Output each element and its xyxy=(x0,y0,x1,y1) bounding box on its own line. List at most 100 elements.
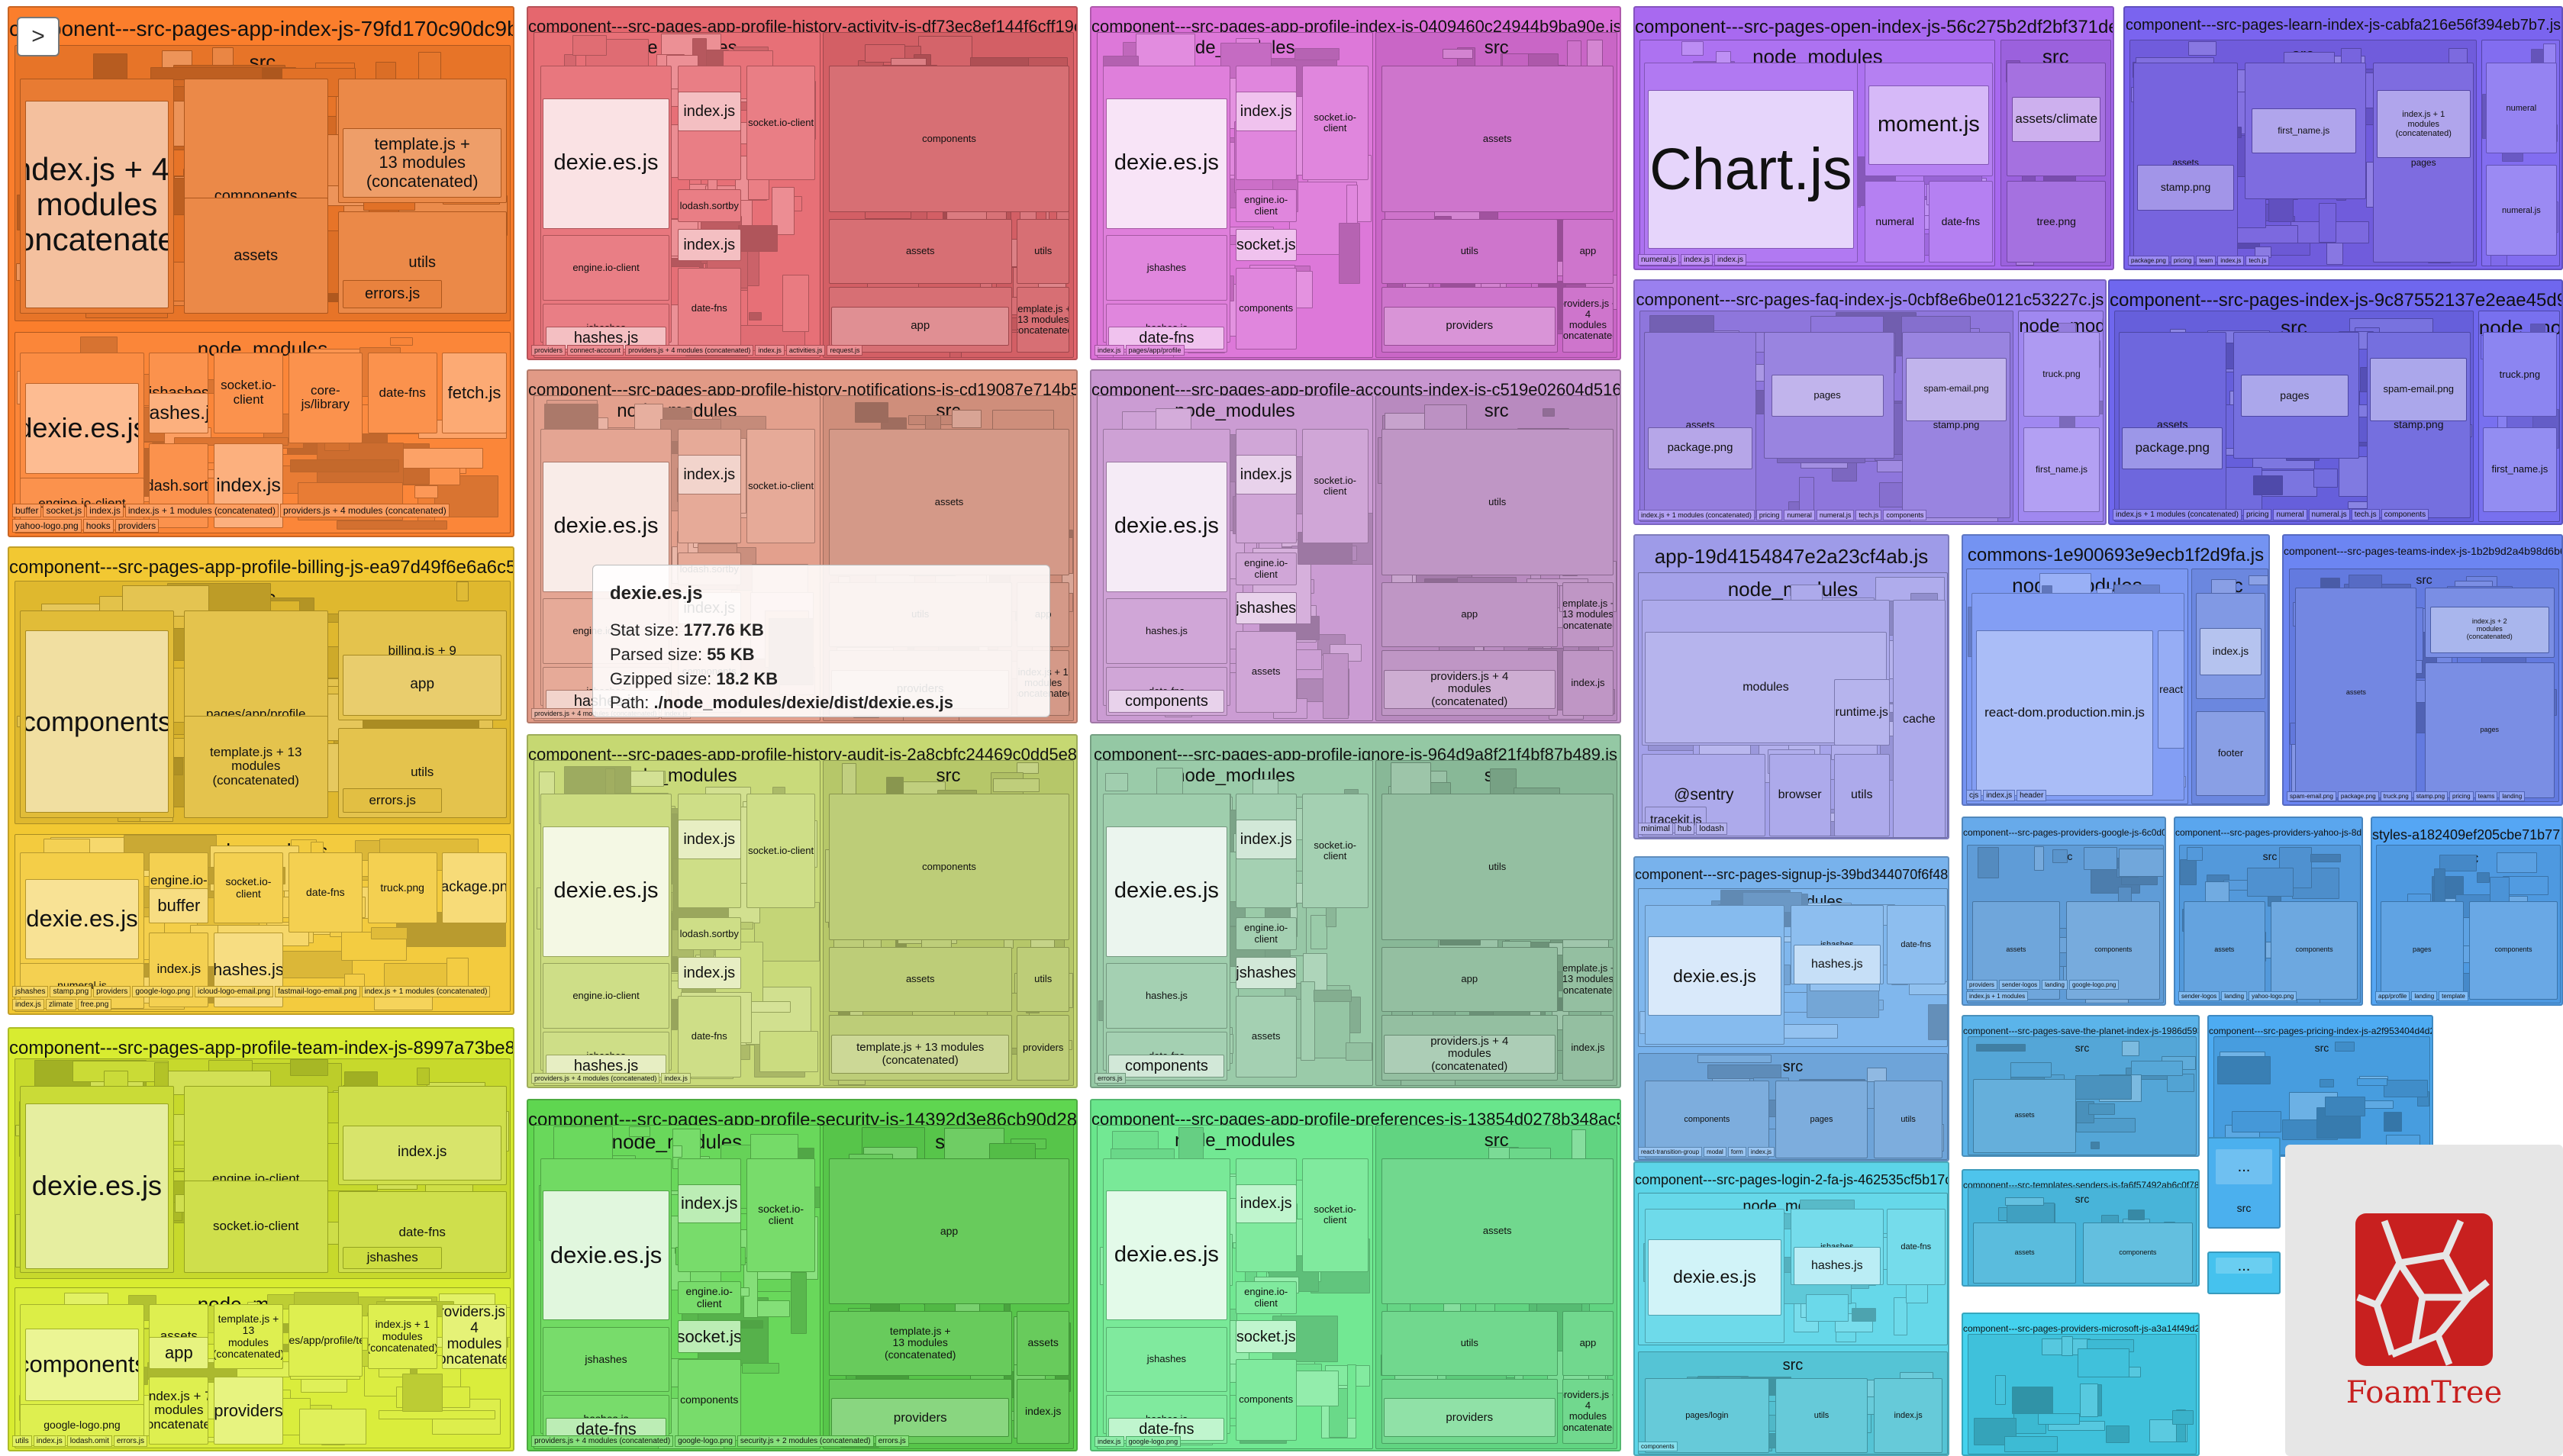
module-box[interactable]: package.png xyxy=(1647,427,1753,470)
module-box[interactable]: assets xyxy=(1644,332,1757,518)
module-chip[interactable]: index.js xyxy=(1714,254,1746,266)
module-box[interactable]: components xyxy=(24,1328,140,1402)
module-box[interactable]: assets xyxy=(1973,1222,2076,1284)
module-chip[interactable]: teams xyxy=(2474,791,2498,801)
node-modules-group[interactable]: node_modulesdexie/distdexie.es.jsjshashe… xyxy=(1638,1192,1948,1346)
module-box[interactable]: numeral xyxy=(2485,63,2558,154)
module-box[interactable]: engine.io-client xyxy=(1235,189,1297,223)
module-box[interactable]: package.png xyxy=(2122,427,2223,470)
src-group[interactable]: srcdexie/distdexie.es.jsengine.io-client… xyxy=(14,1058,511,1280)
node-modules-group[interactable]: numeral numeral.js xyxy=(2481,39,2561,267)
module-box[interactable]: index.js xyxy=(677,228,741,262)
module-box[interactable]: template.js + 13 modules (concatenated) xyxy=(831,1035,1010,1074)
module-chip[interactable]: index.js xyxy=(1983,790,2016,801)
module-box[interactable]: hashes.js xyxy=(1793,1246,1881,1286)
module-box[interactable]: first_name.js xyxy=(2023,427,2100,512)
module-box[interactable]: index.js xyxy=(343,1125,502,1181)
module-chip[interactable]: google-logo.png xyxy=(132,986,194,997)
module-box[interactable]: jshashes xyxy=(1105,1326,1228,1392)
module-chip[interactable]: pricing xyxy=(2449,791,2474,801)
bundle-chunk[interactable]: component---src-pages-providers-microsof… xyxy=(1962,1313,2200,1456)
module-box[interactable]: buffer xyxy=(149,887,209,924)
node-modules-group[interactable]: node_modulesdexie/distdexie.es.jsjshashe… xyxy=(14,331,511,534)
module-chip[interactable]: index.js + 1 modules xyxy=(1966,991,2029,1001)
module-box[interactable]: react xyxy=(2158,630,2185,749)
bundle-chunk[interactable]: component---src-pages-index-js-9c8755213… xyxy=(2108,279,2563,525)
module-chip[interactable]: index.js xyxy=(33,1435,66,1447)
module-box[interactable]: errors.js xyxy=(343,788,443,813)
module-chip[interactable]: utils xyxy=(12,1435,32,1447)
module-box[interactable]: pages xyxy=(2424,662,2555,798)
module-chip[interactable]: landing xyxy=(2042,980,2068,990)
module-box[interactable]: jshashes xyxy=(1105,235,1228,301)
src-group[interactable]: srcassetscomponentsindex.js + 2 modules … xyxy=(2289,568,2559,802)
module-chip[interactable]: yahoo-logo.png xyxy=(12,519,82,533)
bundle-chunk[interactable]: component---src-pages-providers-google-j… xyxy=(1962,817,2166,1006)
src-group[interactable]: srcassetsutilsapptemplate.js + 13 module… xyxy=(1375,32,1618,359)
bundle-chunk[interactable]: styles-a182409ef205cbe71b77.js srcpagesco… xyxy=(2371,817,2563,1006)
module-box[interactable]: errors.js xyxy=(343,280,443,308)
module-box[interactable]: dexie.es.js xyxy=(1648,936,1781,1016)
module-chip[interactable]: numeral.js xyxy=(1638,254,1680,266)
module-box[interactable]: utils xyxy=(1381,1310,1558,1376)
bundle-chunk[interactable]: component---src-pages-learn-index-js-cab… xyxy=(2123,6,2563,270)
module-box[interactable]: index.js xyxy=(1562,1015,1614,1081)
module-chip[interactable]: lodash xyxy=(1696,823,1727,835)
module-box[interactable]: index.js xyxy=(1017,1378,1070,1444)
module-chip[interactable]: components xyxy=(2381,509,2429,520)
module-box[interactable]: assets xyxy=(1235,995,1297,1078)
module-chip[interactable]: index.js + 1 modules (concatenated) xyxy=(361,986,491,997)
module-box[interactable]: dexie.es.js xyxy=(1105,461,1228,592)
module-box[interactable]: assets/climate xyxy=(2012,96,2101,143)
module-chip[interactable]: modal xyxy=(1704,1147,1726,1157)
module-box[interactable]: utils xyxy=(1017,218,1070,285)
module-chip[interactable]: zlimate xyxy=(45,999,76,1010)
module-box[interactable]: footer xyxy=(2196,710,2265,797)
module-box[interactable]: providers xyxy=(1017,1015,1070,1081)
module-chip[interactable]: header xyxy=(2017,790,2047,801)
module-box[interactable]: utils xyxy=(1017,946,1070,1013)
module-box[interactable]: pages/app/profile/team xyxy=(288,1304,363,1377)
module-chip[interactable]: free.png xyxy=(77,999,112,1010)
module-box[interactable]: first_name.js xyxy=(2483,427,2557,512)
module-box[interactable]: pages xyxy=(2380,900,2464,1000)
module-box[interactable]: index.js + 1 modules (concatenated) xyxy=(367,1304,437,1369)
node-modules-group[interactable]: node_moduleshashes.jscomponentsassetsapp… xyxy=(14,1287,511,1449)
module-chip[interactable]: landing xyxy=(2499,791,2526,801)
module-box[interactable]: hashes.js xyxy=(1105,598,1228,664)
module-chip[interactable]: index.js xyxy=(661,1073,691,1084)
module-chip[interactable]: tech.js xyxy=(2351,509,2380,520)
module-box[interactable]: index.js + 7 modules (concatenated) xyxy=(149,1377,209,1445)
module-box[interactable]: assets xyxy=(828,429,1070,576)
src-group[interactable]: srcassetscomponentspages/app/profilebill… xyxy=(14,580,511,825)
module-chip[interactable]: providers.js + 4 modules (concatenated) xyxy=(531,1073,660,1084)
module-box[interactable]: dexie.es.js xyxy=(543,1190,669,1321)
module-box[interactable]: socket.io-client xyxy=(1301,429,1369,543)
node-modules-group[interactable]: node_moduleschart.js/distChart.jsmomentm… xyxy=(1639,39,1996,267)
module-box[interactable]: index.js + 44 modules (concatenated) xyxy=(24,101,169,308)
module-chip[interactable]: form xyxy=(1727,1147,1746,1157)
module-box[interactable]: assets xyxy=(1973,1078,2076,1153)
module-box[interactable]: app xyxy=(1381,946,1558,1013)
module-box[interactable]: socket.io-client xyxy=(746,794,816,908)
module-box[interactable]: dexie.es.js xyxy=(24,382,140,474)
module-box[interactable]: truck.png xyxy=(367,852,437,924)
module-box[interactable]: runtime.js xyxy=(1833,679,1890,746)
module-box[interactable]: index.js xyxy=(1235,1184,1297,1223)
module-chip[interactable]: numeral.js xyxy=(2308,509,2350,520)
module-box[interactable]: components xyxy=(1108,689,1225,713)
module-box[interactable]: dexie.es.js xyxy=(1105,1190,1228,1321)
module-chip[interactable]: team xyxy=(2196,256,2216,266)
module-box[interactable]: index.js xyxy=(677,820,741,859)
node-modules-group[interactable]: node_modulesdexie/distdexie.es.jsbufferi… xyxy=(534,32,820,359)
module-box[interactable]: engine.io-client xyxy=(543,963,669,1029)
module-chip[interactable]: index.js xyxy=(1095,345,1124,356)
module-chip[interactable]: components xyxy=(1638,1442,1678,1451)
module-box[interactable]: components xyxy=(2270,900,2358,1000)
module-box[interactable]: assets xyxy=(1381,1158,1614,1305)
module-chip[interactable]: providers.js + 4 modules (concatenated) xyxy=(279,504,450,517)
module-box[interactable]: assets xyxy=(2295,588,2417,798)
